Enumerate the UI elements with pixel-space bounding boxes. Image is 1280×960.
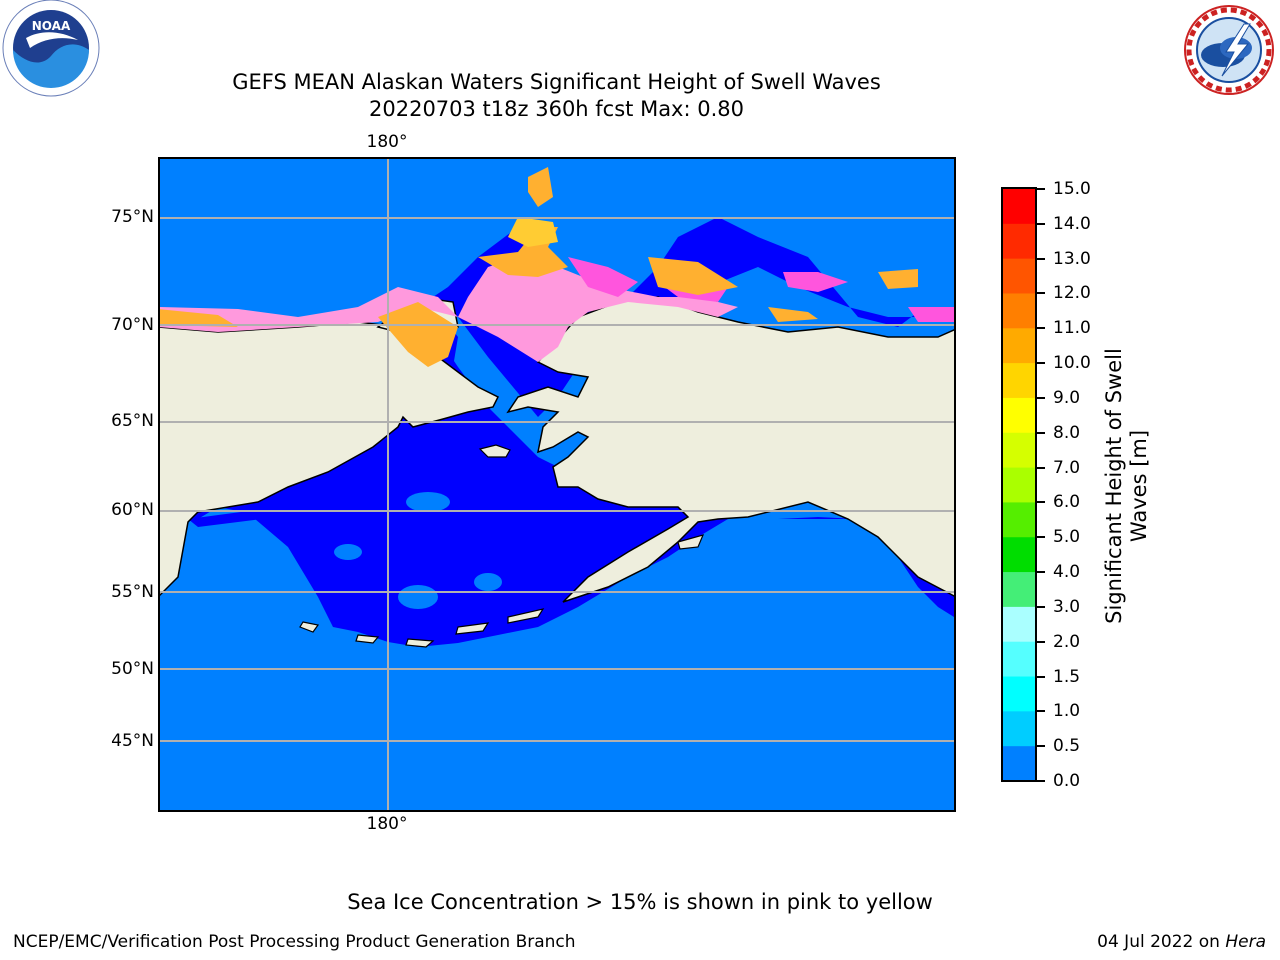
lat-label-65n: 65°N xyxy=(111,411,154,431)
gridlines xyxy=(160,159,954,810)
sea-ice-note: Sea Ice Concentration > 15% is shown in … xyxy=(347,890,933,914)
colorbar-tick-label: 1.5 xyxy=(1053,666,1081,687)
colorbar-tick-label: 15.0 xyxy=(1053,179,1091,199)
lon-label-top: 180° xyxy=(366,132,408,152)
lat-label-45n: 45°N xyxy=(111,731,154,751)
colorbar-tick-mark xyxy=(1037,188,1045,190)
colorbar-band xyxy=(1003,467,1035,503)
ocean-band-0-0.5-west xyxy=(188,297,458,527)
colorbar-band xyxy=(1003,258,1035,294)
colorbar-band xyxy=(1003,572,1035,608)
footer-machine: Hera xyxy=(1225,932,1266,952)
colorbar-tick-label: 4.0 xyxy=(1053,562,1081,583)
colorbar-tick-label: 5.0 xyxy=(1053,527,1081,548)
colorbar-band xyxy=(1003,676,1035,712)
map-frame xyxy=(158,157,956,812)
lat-label-75n: 75°N xyxy=(111,207,154,227)
colorbar-tick-mark xyxy=(1037,780,1045,782)
colorbar-tick-mark xyxy=(1037,501,1045,504)
colorbar-tick-mark xyxy=(1037,640,1045,643)
colorbar-tick-label: 10.0 xyxy=(1053,353,1091,374)
colorbar-tick-label: 9.0 xyxy=(1053,387,1081,408)
colorbar-band xyxy=(1003,502,1035,538)
colorbar-tick-label: 3.0 xyxy=(1053,596,1081,617)
colorbar-tick-mark xyxy=(1037,745,1045,748)
colorbar-tick-mark xyxy=(1037,571,1045,574)
colorbar-band xyxy=(1003,397,1035,434)
colorbar-tick-label: 0.5 xyxy=(1053,736,1081,757)
colorbar-band xyxy=(1003,606,1035,643)
map-plot xyxy=(158,157,956,812)
lat-label-55n: 55°N xyxy=(111,582,154,602)
colorbar-band xyxy=(1003,223,1035,260)
colorbar-tick-label: 2.0 xyxy=(1053,631,1081,652)
colorbar-tick-mark xyxy=(1037,710,1045,713)
aleutian-islands xyxy=(299,534,705,648)
colorbar-band xyxy=(1003,641,1035,678)
colorbar-band xyxy=(1003,746,1035,782)
colorbar-tick-label: 11.0 xyxy=(1053,318,1091,339)
chart-title: GEFS MEAN Alaskan Waters Significant Hei… xyxy=(232,70,881,94)
ocean-band-0-0.5 xyxy=(188,217,954,647)
colorbar-tick-mark xyxy=(1037,292,1045,295)
nws-logo xyxy=(1184,5,1274,95)
colorbar-tick-label: 13.0 xyxy=(1053,248,1091,269)
noaa-logo: NOAA xyxy=(2,0,100,97)
chart-subtitle: 20220703 t18z 360h fcst Max: 0.80 xyxy=(369,97,744,121)
sea-ice-area xyxy=(160,167,954,367)
colorbar-tick-label: 6.0 xyxy=(1053,492,1081,513)
lat-label-70n: 70°N xyxy=(111,315,154,335)
colorbar-band xyxy=(1003,328,1035,364)
colorbar-tick-mark xyxy=(1037,675,1045,678)
colorbar-title: Significant Height of Swell Waves [m] xyxy=(1102,348,1151,624)
colorbar-tick-mark xyxy=(1037,257,1045,260)
colorbar-band xyxy=(1003,293,1035,329)
colorbar-band xyxy=(1003,432,1035,469)
noaa-wordmark: NOAA xyxy=(32,19,71,33)
colorbar-tick-mark xyxy=(1037,536,1045,539)
colorbar-band xyxy=(1003,711,1035,747)
colorbar-tick-mark xyxy=(1037,605,1045,608)
colorbar-tick-mark xyxy=(1037,327,1045,330)
colorbar-tick-label: 7.0 xyxy=(1053,457,1081,478)
colorbar-tick-label: 1.0 xyxy=(1053,701,1081,722)
colorbar-tick-label: 14.0 xyxy=(1053,213,1091,234)
land-alaska xyxy=(506,296,954,603)
lon-label-bottom: 180° xyxy=(366,814,408,834)
footer-date: 04 Jul 2022 on Hera xyxy=(1097,932,1266,952)
lat-label-50n: 50°N xyxy=(111,659,154,679)
colorbar-tick-mark xyxy=(1037,466,1045,469)
colorbar-tick-label: 12.0 xyxy=(1053,283,1091,304)
colorbar-tick-label: 8.0 xyxy=(1053,422,1081,443)
colorbar-band xyxy=(1003,537,1035,573)
colorbar xyxy=(1001,187,1037,782)
colorbar-tick-mark xyxy=(1037,222,1045,225)
lat-label-60n: 60°N xyxy=(111,500,154,520)
colorbar-tick-mark xyxy=(1037,431,1045,434)
colorbar-band xyxy=(1003,363,1035,399)
island-st-lawrence xyxy=(478,444,511,458)
colorbar-band xyxy=(1003,189,1035,225)
colorbar-tick-mark xyxy=(1037,396,1045,399)
ocean-patches xyxy=(233,492,854,639)
colorbar-tick-label: 0.0 xyxy=(1053,771,1081,791)
footer-branch: NCEP/EMC/Verification Post Processing Pr… xyxy=(13,932,576,952)
colorbar-tick-mark xyxy=(1037,362,1045,365)
